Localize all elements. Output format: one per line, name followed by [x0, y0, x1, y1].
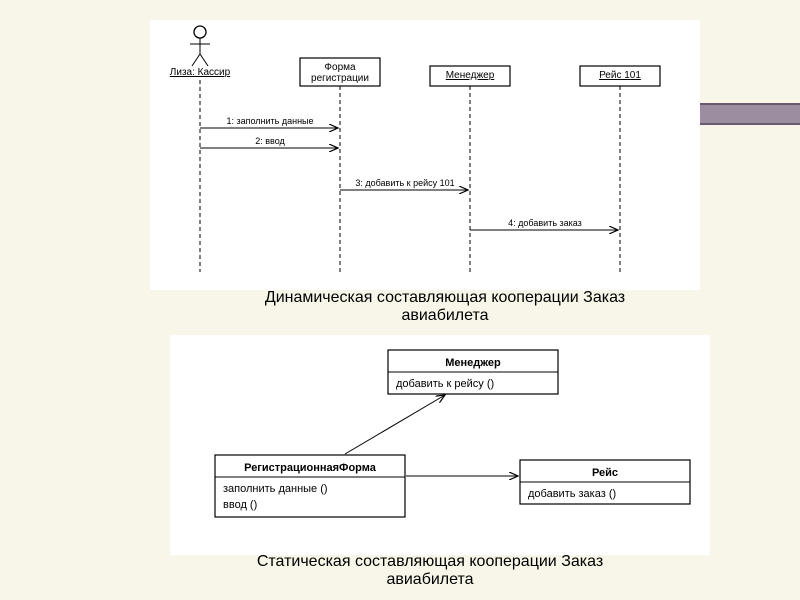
sequence-diagram-svg: Лиза: Кассир Формарегистрации Менеджер Рейс…	[150, 20, 700, 290]
svg-text:Менеджер: Менеджер	[446, 70, 495, 81]
svg-text:регистрации: регистрации	[311, 73, 369, 84]
svg-text:заполнить данные (): заполнить данные ()	[223, 483, 328, 495]
svg-text:Менеджер: Менеджер	[445, 357, 501, 369]
svg-text:3: добавить к рейсу 101: 3: добавить к рейсу 101	[355, 178, 454, 188]
svg-text:добавить заказ (): добавить заказ ()	[528, 488, 616, 500]
svg-text:Рейс 101: Рейс 101	[599, 70, 641, 81]
svg-text:1: заполнить данные: 1: заполнить данные	[226, 116, 313, 126]
svg-text:Рейс: Рейс	[592, 467, 618, 479]
svg-text:ввод (): ввод ()	[223, 499, 257, 511]
sequence-diagram-panel: Лиза: Кассир Формарегистрации Менеджер Рейс…	[150, 20, 700, 290]
class-caption: Статическая составляющая кооперации Зака…	[230, 553, 630, 589]
slide: Лиза: Кассир Формарегистрации Менеджер Рейс…	[0, 0, 800, 600]
sequence-caption: Динамическая составляющая кооперации Зак…	[245, 289, 645, 325]
class-diagram-panel: Менеджер добавить к рейсу () Регистрационн…	[170, 335, 710, 555]
svg-text:Форма: Форма	[324, 62, 356, 73]
class-diagram-svg: Менеджер добавить к рейсу () Регистрационн…	[170, 335, 710, 555]
svg-text:РегистрационнаяФорма: РегистрационнаяФорма	[244, 462, 377, 474]
svg-text:4: добавить заказ: 4: добавить заказ	[508, 218, 582, 228]
svg-text:добавить к рейсу (): добавить к рейсу ()	[396, 378, 494, 390]
svg-text:2: ввод: 2: ввод	[255, 136, 285, 146]
svg-text:Лиза: Кассир: Лиза: Кассир	[170, 67, 231, 78]
